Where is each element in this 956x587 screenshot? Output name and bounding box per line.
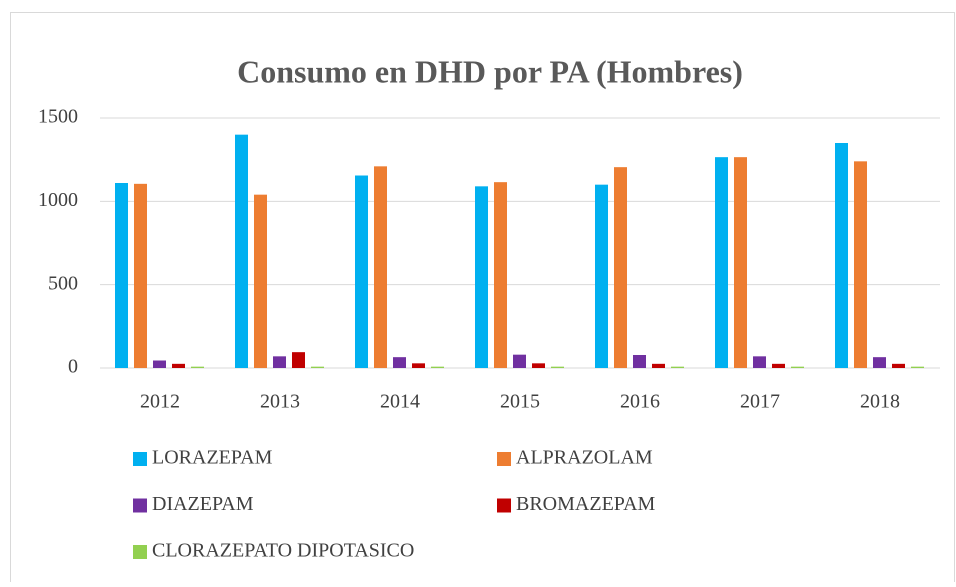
legend-swatch xyxy=(133,452,147,466)
bar xyxy=(873,357,886,368)
y-tick-label: 500 xyxy=(48,272,78,294)
bar xyxy=(633,355,646,368)
x-tick-label: 2012 xyxy=(140,391,180,413)
bar xyxy=(854,161,867,368)
bar xyxy=(715,157,728,368)
bar xyxy=(115,183,128,368)
bar xyxy=(911,366,924,368)
bar xyxy=(393,357,406,368)
bar xyxy=(273,356,286,368)
bar xyxy=(374,166,387,368)
legend-swatch xyxy=(497,452,511,466)
bar xyxy=(791,366,804,368)
legend-label: CLORAZEPATO DIPOTASICO xyxy=(152,540,414,562)
bar xyxy=(772,363,785,368)
bar xyxy=(355,175,368,368)
bar xyxy=(734,157,747,368)
x-tick-label: 2018 xyxy=(860,391,900,413)
bar xyxy=(412,363,425,368)
bar xyxy=(892,363,905,368)
legend-label: LORAZEPAM xyxy=(152,447,273,469)
bar xyxy=(551,366,564,368)
x-tick-label: 2015 xyxy=(500,391,540,413)
x-tick-label: 2014 xyxy=(380,391,420,413)
bar xyxy=(595,184,608,368)
bar xyxy=(652,363,665,368)
bar xyxy=(292,352,305,368)
x-tick-label: 2016 xyxy=(620,391,660,413)
legend-swatch xyxy=(133,498,147,513)
bar xyxy=(494,182,507,368)
bar xyxy=(134,183,147,368)
bar xyxy=(475,186,488,368)
bar xyxy=(431,366,444,368)
bar xyxy=(254,194,267,368)
bar xyxy=(311,366,324,368)
legend-swatch xyxy=(497,498,511,513)
bar xyxy=(191,366,204,368)
x-tick-label: 2017 xyxy=(740,391,780,413)
y-tick-label: 1500 xyxy=(38,106,78,128)
y-tick-label: 0 xyxy=(68,356,78,378)
bar xyxy=(172,363,185,368)
legend-label: DIAZEPAM xyxy=(152,493,254,515)
bar xyxy=(532,363,545,368)
legend-swatch xyxy=(133,545,147,559)
y-tick-label: 1000 xyxy=(38,189,78,211)
bar xyxy=(753,356,766,368)
chart-title: Consumo en DHD por PA (Hombres) xyxy=(237,53,743,89)
legend-label: BROMAZEPAM xyxy=(516,493,656,515)
x-tick-label: 2013 xyxy=(260,391,300,413)
bar xyxy=(513,354,526,368)
bar xyxy=(835,143,848,368)
bar xyxy=(614,167,627,368)
bar xyxy=(235,134,248,368)
bar xyxy=(671,366,684,368)
legend-label: ALPRAZOLAM xyxy=(516,447,653,469)
bar xyxy=(153,360,166,368)
